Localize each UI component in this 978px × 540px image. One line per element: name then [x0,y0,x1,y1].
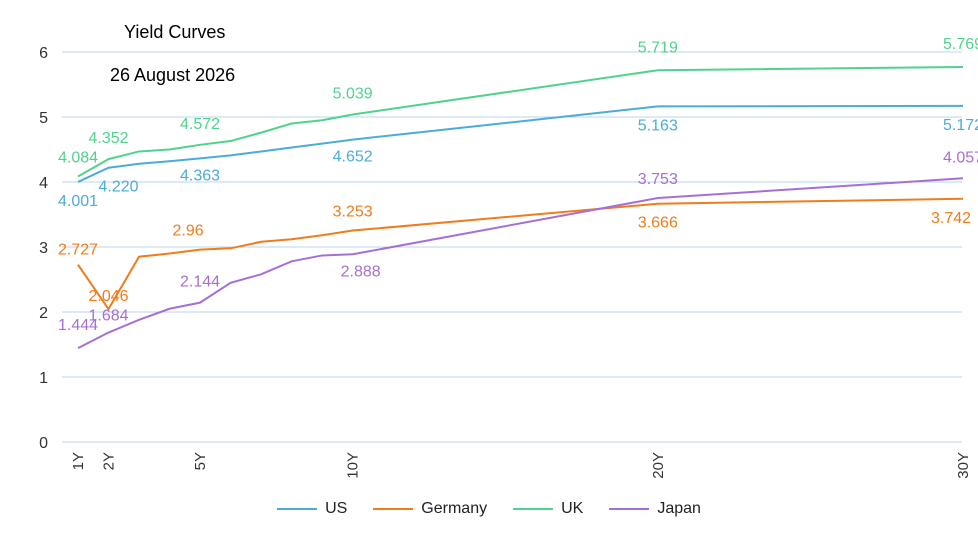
series-line-japan [77,177,964,350]
data-label-germany: 2.046 [88,288,128,305]
y-tick-label: 1 [39,370,48,387]
data-label-us: 5.172 [943,117,978,134]
legend-label: Germany [421,500,488,517]
data-label-us: 5.163 [638,117,678,134]
legend-label: UK [561,500,584,517]
data-label-japan: 1.444 [58,317,98,334]
legend-item-uk: UK [513,500,583,518]
y-tick-label: 0 [39,435,48,452]
data-label-germany: 3.666 [638,215,678,232]
data-label-japan: 2.888 [341,263,381,280]
legend-swatch [373,508,414,510]
y-tick-label: 6 [39,45,48,62]
legend-label: Japan [657,500,701,517]
chart-title: Yield Curves [124,22,226,42]
data-label-germany: 3.253 [333,204,373,221]
x-tick-label: 20Y [650,452,667,479]
y-tick-label: 4 [39,175,48,192]
y-tick-label: 5 [39,110,48,127]
data-label-uk: 4.084 [58,150,98,167]
data-label-us: 4.652 [333,149,373,166]
data-label-japan: 3.753 [638,171,678,188]
legend-label: US [325,500,348,517]
data-label-germany: 2.727 [58,242,98,259]
data-label-uk: 5.769 [943,36,978,53]
y-tick-label: 3 [39,240,48,257]
data-label-uk: 5.039 [333,85,373,102]
chart-legend: US Germany UK Japan [0,500,978,518]
data-label-uk: 4.572 [180,116,220,133]
series-line-germany [77,197,964,311]
y-tick-label: 2 [39,305,48,322]
x-tick-label: 5Y [192,452,209,470]
series-line-uk [77,66,964,178]
data-label-germany: 2.96 [172,223,203,240]
x-tick-label: 30Y [955,452,972,479]
data-label-japan: 4.057 [943,149,978,166]
legend-item-japan: Japan [609,500,701,518]
x-tick-label: 1Y [70,452,87,470]
data-label-uk: 4.352 [88,130,128,147]
x-tick-label: 2Y [101,452,118,470]
data-label-us: 4.001 [58,193,98,210]
data-label-germany: 3.742 [931,210,971,227]
chart-subtitle: 26 August 2026 [110,65,236,85]
data-label-japan: 2.144 [180,274,220,291]
x-tick-label: 10Y [345,452,362,479]
legend-item-us: US [277,500,347,518]
legend-swatch [277,508,318,510]
data-label-us: 4.363 [180,167,220,184]
legend-swatch [513,508,554,510]
legend-item-germany: Germany [373,500,487,518]
series-line-us [77,104,964,183]
legend-swatch [609,508,650,510]
data-label-uk: 5.719 [638,39,678,56]
data-label-japan: 1.684 [88,308,128,325]
data-label-us: 4.220 [98,179,138,196]
